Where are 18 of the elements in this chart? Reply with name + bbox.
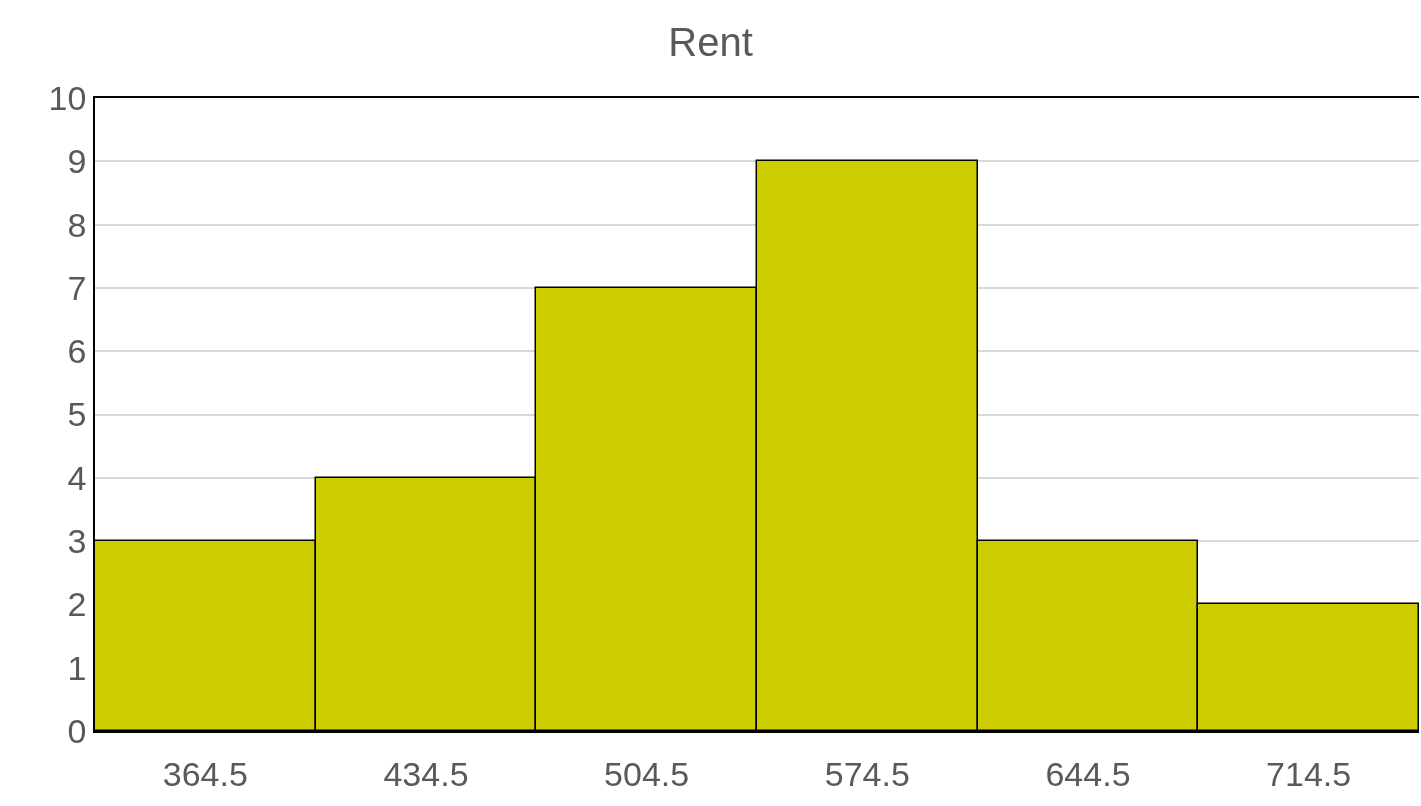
y-tick-label: 1 <box>67 648 87 687</box>
y-tick-label: 5 <box>67 395 87 434</box>
x-tick-label: 644.5 <box>1045 754 1131 793</box>
x-tick-label: 574.5 <box>824 754 910 793</box>
y-tick-label: 4 <box>67 458 87 497</box>
x-tick-label: 714.5 <box>1266 754 1352 793</box>
y-tick-label: 3 <box>67 522 87 560</box>
y-tick-label: 2 <box>67 585 87 624</box>
y-tick-label: 6 <box>67 332 87 371</box>
x-tick-label: 364.5 <box>162 754 248 793</box>
y-tick-label: 0 <box>67 711 87 750</box>
y-tick-label: 7 <box>67 268 87 307</box>
x-tick-label: 504.5 <box>604 754 690 793</box>
y-tick-label: 10 <box>48 78 87 117</box>
y-tick-label: 8 <box>67 205 87 244</box>
chart-title: Rent <box>668 20 753 65</box>
x-tick-label: 434.5 <box>383 754 469 793</box>
y-tick-label: 9 <box>67 142 87 181</box>
